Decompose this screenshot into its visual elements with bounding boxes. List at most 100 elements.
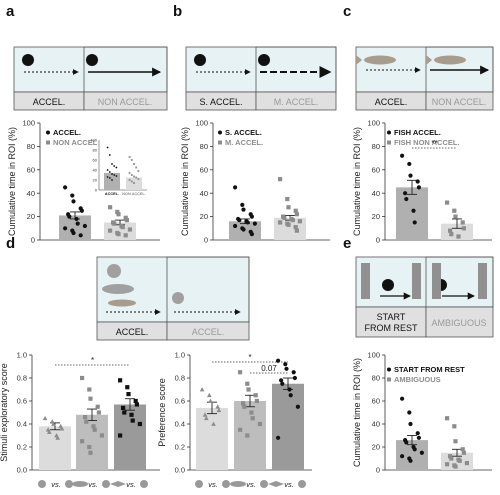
inset-data-point (130, 159, 133, 161)
circle-stim-icon (222, 480, 230, 488)
inset-data-point (115, 175, 118, 177)
inset-data-point (113, 174, 116, 176)
data-point (283, 362, 288, 367)
y-tick-label: 0 (376, 466, 380, 475)
data-point (400, 454, 405, 459)
data-point (46, 429, 52, 434)
y-tick-label: 60 (200, 165, 208, 174)
inset-data-point (106, 169, 109, 171)
bar (196, 407, 228, 470)
stimulus-dot (22, 54, 34, 66)
data-point (404, 440, 409, 445)
y-axis-label: Cumulative time in ROI (%) (352, 127, 362, 236)
data-point (460, 220, 465, 225)
vs-label: vs. (126, 480, 136, 489)
vs-label: vs. (208, 480, 218, 489)
data-point (408, 421, 413, 427)
data-point (287, 387, 292, 392)
y-tick-label: 0.2 (17, 443, 27, 452)
panel-a-schematic: ACCEL. NON ACCEL. (13, 46, 168, 111)
data-point (241, 207, 246, 212)
data-point (208, 398, 213, 403)
data-point (237, 218, 242, 223)
inset-data-point (115, 166, 118, 169)
data-point (88, 450, 93, 455)
y-axis-label: Cumulative time in ROI (%) (180, 127, 190, 236)
inset-data-point (113, 165, 116, 167)
cond-label-1-line1: START (377, 312, 406, 322)
vs-label: vs. (246, 480, 256, 489)
data-point (42, 415, 48, 421)
panel-b-letter: b (173, 3, 182, 20)
comparison-icon: vs. (230, 480, 268, 489)
data-point (203, 415, 209, 421)
data-point (250, 416, 255, 421)
data-point (288, 393, 293, 398)
cond-label-1: ACCEL. (116, 327, 149, 337)
chart-e: 0 20 40 60 80 100 Cumulative time in ROI (%) ST… (352, 351, 492, 475)
fish-tail (356, 55, 362, 65)
data-point (293, 225, 298, 230)
data-point (400, 396, 405, 401)
data-point (137, 421, 142, 427)
sig-label: 0.07 (261, 364, 277, 373)
inset-data-point (135, 166, 138, 169)
circle-stim-icon (140, 480, 148, 488)
data-point (415, 179, 420, 184)
ellipse-stim-icon (72, 481, 88, 487)
panel-c-letter: c (343, 3, 351, 20)
y-tick-label: 0.6 (17, 397, 27, 406)
y-tick-label: 20 (27, 212, 35, 221)
data-point (125, 385, 130, 390)
label-box (83, 91, 168, 111)
y-tick-label: 1.0 (175, 351, 185, 360)
y-tick-label: 0.4 (17, 420, 27, 429)
data-point (245, 381, 250, 386)
y-tick-label: 100 (367, 119, 380, 128)
y-tick-label: 1.0 (17, 351, 27, 360)
legend-marker (387, 140, 391, 145)
data-point (400, 153, 405, 158)
vs-label: vs. (88, 480, 98, 489)
cond-label-2: NON ACCEL. (98, 97, 153, 107)
legend-label: FISH NON ACCEL. (394, 138, 460, 147)
inset-chart: 0 20 40 60 80 100 ACCEL. NON ACCEL. (90, 138, 149, 196)
data-point (134, 402, 139, 407)
y-tick-label: 60 (372, 165, 380, 174)
chart-c: 0 20 40 60 80 100 Cumulative time in ROI (%) FI… (352, 119, 492, 245)
data-point (257, 421, 262, 427)
comparison-icon: vs. (72, 480, 110, 489)
data-point (87, 387, 92, 392)
inset-data-point (135, 176, 138, 179)
circle-stim-icon (38, 480, 46, 488)
bar (39, 426, 71, 470)
data-point (87, 444, 92, 450)
data-point (246, 387, 251, 392)
data-point (294, 212, 299, 217)
cond-label-1: ACCEL. (375, 97, 408, 107)
data-point (279, 378, 284, 383)
data-point (253, 393, 258, 398)
inset-data-point (111, 179, 113, 181)
sig-label: * (248, 353, 251, 362)
data-point (122, 410, 127, 415)
inset-data-point (108, 154, 111, 156)
data-point (453, 439, 458, 444)
data-point (294, 228, 299, 233)
occluder (412, 263, 421, 299)
inset-data-point (111, 173, 113, 175)
data-point (286, 205, 291, 210)
data-point (238, 370, 243, 375)
y-axis-label: Stimuli exploratory score (0, 363, 9, 462)
y-tick-label: 100 (22, 119, 35, 128)
data-point (206, 392, 212, 398)
inset-data-point (137, 170, 140, 172)
data-point (241, 401, 246, 406)
data-point (293, 208, 298, 213)
data-point (95, 404, 100, 409)
data-point (249, 214, 254, 219)
panel-d-letter: d (6, 235, 15, 252)
data-point (233, 185, 238, 190)
comparison-icon: vs. (38, 480, 73, 489)
chart-d1: 0.0 0.2 0.4 0.6 0.8 1.0 Stimuli exploratory sc… (0, 351, 160, 489)
